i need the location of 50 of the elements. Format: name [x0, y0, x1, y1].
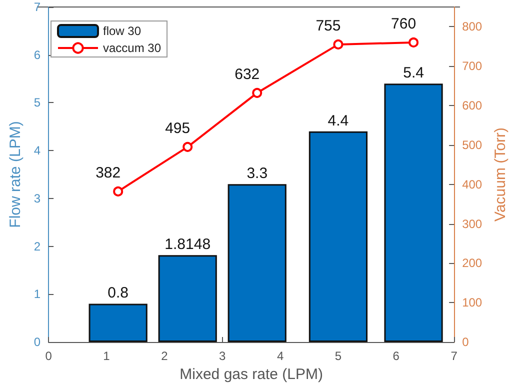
data-label: 632	[234, 66, 260, 83]
y2-tick-label: 100	[462, 296, 482, 310]
bar	[228, 184, 286, 342]
y-axis-title: Flow rate (LPM)	[7, 121, 24, 228]
point	[408, 37, 419, 48]
y-tick-label: 6	[34, 48, 41, 62]
y-tick-label: 0	[34, 335, 41, 349]
y-tick-label: 3	[34, 191, 41, 206]
data-label: 755	[316, 17, 341, 34]
x-tick-label: 2	[161, 349, 168, 363]
y-tick-label: 4	[34, 144, 41, 158]
x-tick-label: 5	[334, 349, 342, 363]
y-tick-label: 5	[34, 96, 41, 110]
data-label: 760	[391, 15, 416, 32]
bar	[384, 84, 443, 342]
point	[333, 39, 344, 50]
bar	[308, 131, 368, 342]
y2-tick-label: 0	[462, 335, 470, 349]
y2-tick-label: 400	[462, 177, 482, 192]
x-tick-label: 1	[103, 349, 110, 363]
y2-tick-label: 200	[462, 256, 482, 270]
point	[252, 88, 262, 98]
y-tick-label: 7	[34, 0, 41, 14]
bar	[158, 255, 217, 342]
bar	[88, 304, 148, 342]
x-tick-label: 6	[392, 349, 400, 363]
x-tick-label: 0	[45, 349, 52, 363]
x-axis-title: Mixed gas rate (LPM)	[180, 366, 324, 383]
x-tick-label: 7	[450, 349, 458, 363]
y2-tick-label: 300	[462, 216, 482, 231]
data-label: 382	[96, 164, 121, 182]
point	[182, 142, 193, 152]
y2-tick-label: 600	[462, 98, 482, 113]
legend-label: flow 30	[103, 24, 142, 38]
x-tick-label: 3	[219, 349, 226, 363]
legend-label: vaccum 30	[103, 41, 162, 55]
data-label: 0.8	[108, 284, 129, 302]
data-label: 4.4	[328, 112, 349, 130]
y2-tick-label: 700	[462, 59, 482, 74]
data-label: 5.4	[403, 64, 424, 82]
y2-tick-label: 500	[462, 138, 482, 152]
x-tick-label: 4	[276, 349, 284, 363]
data-label: 495	[165, 120, 190, 137]
y-tick-label: 2	[34, 239, 41, 254]
point	[113, 186, 124, 196]
y2-tick-label: 800	[462, 20, 482, 34]
data-label: 3.3	[246, 165, 268, 182]
data-label: 1.8148	[164, 236, 211, 254]
y2-axis-title: Vacuum (Torr)	[492, 128, 509, 222]
y-tick-label: 1	[34, 287, 41, 302]
